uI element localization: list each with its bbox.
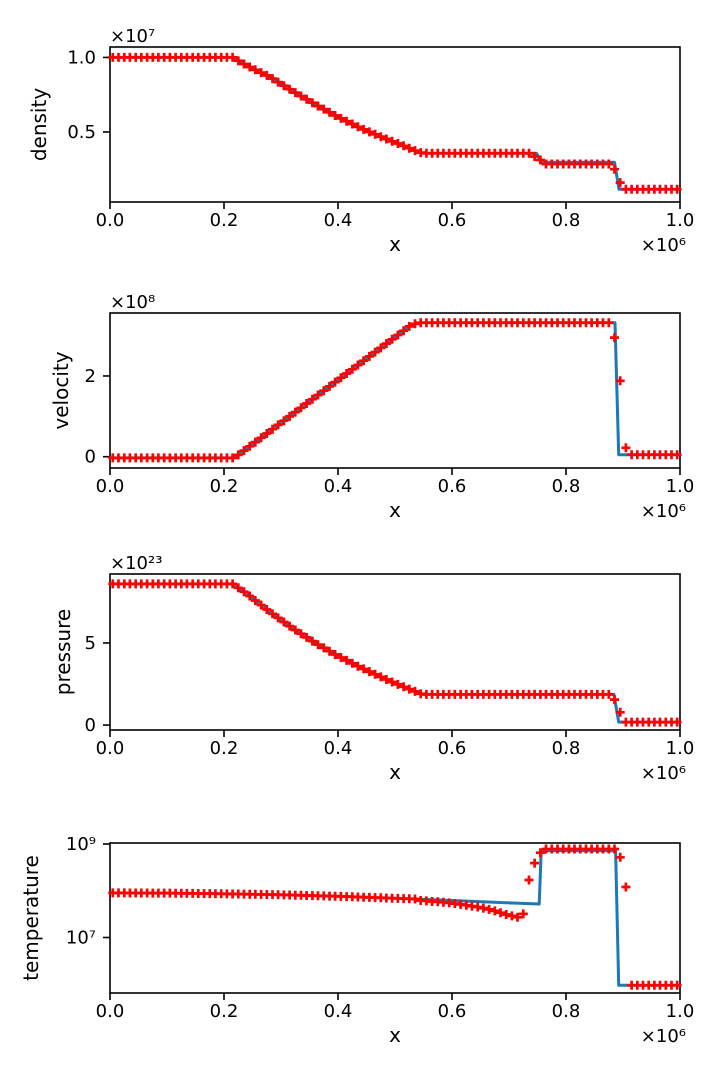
y-offset-label: ×10²³ — [110, 553, 162, 574]
x-tick-label: 1.0 — [666, 210, 695, 231]
x-tick-label: 0.2 — [210, 476, 239, 497]
x-axis-ticks: 0.0 0.2 0.4 0.6 0.8 1.0 — [96, 202, 695, 231]
y-axis-label: temperature — [19, 855, 43, 981]
x-tick-label: 0.2 — [210, 210, 239, 231]
marker-series-density — [108, 52, 682, 194]
x-tick-label: 0.2 — [210, 738, 239, 759]
x-tick-label: 0.8 — [552, 210, 581, 231]
marker-series-pressure — [108, 579, 682, 727]
line-series-temperature — [108, 849, 682, 987]
x-tick-label: 0.0 — [96, 476, 125, 497]
x-offset-label: ×10⁶ — [641, 1026, 686, 1047]
subplot-density: 0.0 0.2 0.4 0.6 0.8 1.0 0.5 1.0 ×10⁷ ×10⁶ x density — [27, 26, 694, 256]
y-axis-ticks: 05 — [85, 633, 110, 736]
x-axis-label: x — [389, 760, 401, 784]
plot-border — [109, 573, 681, 731]
x-axis-ticks: 0.0 0.2 0.4 0.6 0.8 1.0 — [96, 468, 695, 497]
x-tick-label: 1.0 — [666, 738, 695, 759]
y-tick-label: 10⁹ — [66, 834, 96, 855]
y-axis-ticks: 02 — [85, 366, 110, 468]
x-axis-ticks: 0.0 0.2 0.4 0.6 0.8 1.0 — [96, 730, 695, 759]
y-axis-label: pressure — [51, 609, 75, 695]
x-tick-label: 0.0 — [96, 210, 125, 231]
y-tick-label: 0.5 — [67, 122, 96, 143]
y-tick-label: 0 — [85, 715, 96, 736]
x-tick-label: 0.4 — [324, 476, 353, 497]
x-tick-label: 0.0 — [96, 1001, 125, 1022]
subplot-temperature: 0.0 0.2 0.4 0.6 0.8 1.0 10⁷ 10⁹ ×10⁶ x temperature — [19, 834, 694, 1047]
x-offset-label: ×10⁶ — [641, 501, 686, 522]
line-series-velocity — [108, 321, 682, 460]
x-tick-label: 1.0 — [666, 476, 695, 497]
y-offset-label: ×10⁸ — [110, 292, 155, 313]
y-axis-label: density — [27, 88, 51, 161]
y-tick-label: 10⁷ — [66, 927, 96, 948]
x-tick-label: 0.4 — [324, 738, 353, 759]
y-tick-label: 5 — [85, 633, 96, 654]
x-tick-label: 1.0 — [666, 1001, 695, 1022]
plot-border — [109, 842, 681, 994]
x-tick-label: 0.0 — [96, 738, 125, 759]
plot-border — [109, 46, 681, 203]
x-axis-label: x — [389, 232, 401, 256]
x-offset-label: ×10⁶ — [641, 235, 686, 256]
y-tick-label: 1.0 — [67, 47, 96, 68]
x-axis-label: x — [389, 1023, 401, 1047]
x-tick-label: 0.8 — [552, 738, 581, 759]
x-tick-label: 0.8 — [552, 476, 581, 497]
y-offset-label: ×10⁷ — [110, 26, 155, 47]
x-axis-label: x — [389, 498, 401, 522]
y-axis-label: velocity — [49, 351, 73, 429]
x-tick-label: 0.2 — [210, 1001, 239, 1022]
x-tick-label: 0.8 — [552, 1001, 581, 1022]
plot-border — [109, 312, 681, 469]
y-axis-ticks: 10⁷ 10⁹ — [66, 834, 110, 948]
x-tick-label: 0.4 — [324, 210, 353, 231]
y-axis-ticks: 0.5 1.0 — [67, 47, 110, 143]
marker-series-velocity — [108, 318, 682, 463]
line-series-pressure — [108, 582, 682, 724]
x-tick-label: 0.6 — [438, 1001, 467, 1022]
y-tick-label: 0 — [85, 447, 96, 468]
x-tick-label: 0.4 — [324, 1001, 353, 1022]
x-tick-label: 0.6 — [438, 738, 467, 759]
line-series-density — [108, 55, 682, 191]
x-offset-label: ×10⁶ — [641, 763, 686, 784]
y-tick-label: 2 — [85, 366, 96, 387]
x-axis-ticks: 0.0 0.2 0.4 0.6 0.8 1.0 — [96, 993, 695, 1022]
x-tick-label: 0.6 — [438, 476, 467, 497]
x-tick-label: 0.6 — [438, 210, 467, 231]
marker-series-temperature — [108, 844, 682, 990]
